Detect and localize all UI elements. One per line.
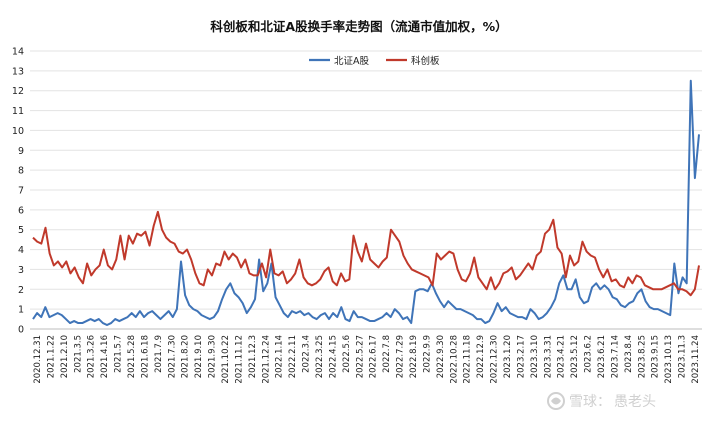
legend-label-beizheng: 北证A股 (334, 56, 369, 67)
x-tick-label: 2023.4.21 (557, 335, 567, 378)
watermark-author: 愚老头 (614, 394, 656, 410)
x-tick-label: 2023.8.4 (624, 335, 634, 373)
x-tick-label: 2021.9.10 (194, 335, 204, 378)
x-tick-label: 2022.2.11 (288, 335, 298, 378)
chart-title: 科创板和北证A股换手率走势图（流通市值加权，%） (210, 19, 507, 34)
y-tick-label: 4 (18, 245, 24, 256)
y-tick-label: 8 (18, 166, 24, 177)
x-tick-label: 2023.7.14 (610, 335, 620, 378)
legend: 北证A股 科创板 (309, 55, 440, 67)
x-tick-label: 2021.9.30 (208, 335, 218, 378)
x-tick-label: 2023.6.2 (584, 335, 594, 373)
series-lines (32, 79, 700, 327)
y-tick-label: 11 (12, 106, 24, 117)
x-tick-label: 2021.5.28 (127, 335, 137, 378)
watermark: 雪球 ： 愚老头 (547, 392, 656, 410)
x-tick-label: 2022.9.30 (436, 335, 446, 378)
y-tick-label: 10 (12, 126, 24, 137)
y-tick-label: 14 (12, 47, 24, 58)
x-tick-label: 2023.1.20 (503, 335, 513, 378)
x-tick-label: 2021.5.7 (114, 335, 124, 373)
series-line-kechuang (32, 210, 700, 297)
x-tick-label: 2022.7.29 (396, 335, 406, 378)
x-tick-label: 2023.3.31 (543, 335, 553, 378)
x-tick-label: 2022.4.15 (328, 335, 338, 378)
x-tick-label: 2021.3.5 (73, 335, 83, 373)
y-tick-label: 5 (18, 225, 24, 236)
x-tick-label: 2023.6.21 (597, 335, 607, 378)
x-tick-label: 2022.5.6 (342, 335, 352, 373)
x-tick-label: 2021.4.16 (100, 335, 110, 378)
y-tick-label: 6 (18, 205, 24, 216)
x-tick-label: 2021.2.10 (60, 335, 70, 378)
x-tick-label: 2021.12.3 (248, 335, 258, 378)
x-tick-label: 2022.12.30 (490, 335, 500, 384)
x-tick-label: 2023.11.3 (678, 335, 688, 378)
x-tick-label: 2021.10.22 (221, 335, 231, 384)
watermark-brand: 雪球 (569, 394, 597, 410)
legend-label-kechuang: 科创板 (411, 55, 440, 67)
x-tick-label: 2021.6.18 (140, 335, 150, 378)
x-tick-label: 2023.9.15 (651, 335, 661, 378)
x-tick-label: 2023.10.13 (664, 335, 674, 384)
x-tick-label: 2021.11.12 (234, 335, 244, 384)
x-tick-label: 2022.8.19 (409, 335, 419, 378)
x-tick-label: 2020.12.31 (33, 335, 43, 384)
y-tick-label: 12 (12, 86, 24, 97)
y-tick-label: 0 (18, 325, 24, 336)
x-tick-label: 2021.3.26 (87, 335, 97, 378)
x-tick-label: 2023.2.17 (516, 335, 526, 378)
x-tick-label: 2021.1.22 (46, 335, 56, 378)
series-line-beizheng (32, 79, 700, 327)
x-tick-label: 2022.3.4 (302, 335, 312, 373)
x-tick-label: 2022.9.9 (422, 335, 432, 373)
x-tick-label: 2023.5.12 (570, 335, 580, 378)
x-tick-label: 2021.7.30 (167, 335, 177, 378)
x-tick-label: 2022.6.17 (369, 335, 379, 378)
x-tick-label: 2022.12.9 (476, 335, 486, 378)
y-tick-label: 3 (18, 265, 24, 276)
y-tick-label: 9 (18, 146, 24, 157)
x-tick-label: 2022.1.14 (275, 335, 285, 378)
x-tick-label: 2022.3.25 (315, 335, 325, 378)
y-tick-label: 7 (18, 186, 24, 197)
snowball-logo-icon (547, 392, 565, 410)
x-tick-label: 2022.11.18 (463, 335, 473, 384)
x-axis-ticks: 2020.12.31 2021.1.22 2021.2.10 2021.3.5 2021… (33, 335, 701, 384)
watermark-separator: ： (597, 394, 611, 410)
gridlines (30, 50, 702, 330)
x-tick-label: 2021.7.9 (154, 335, 164, 373)
x-tick-label: 2023.11.24 (691, 335, 701, 384)
x-tick-label: 2023.3.10 (530, 335, 540, 378)
y-tick-label: 1 (18, 305, 24, 316)
x-tick-label: 2022.5.27 (355, 335, 365, 378)
x-tick-label: 2022.7.8 (382, 335, 392, 373)
x-tick-label: 2021.12.24 (261, 335, 271, 384)
x-tick-label: 2022.10.28 (449, 335, 459, 384)
x-tick-label: 2021.8.20 (181, 335, 191, 378)
y-tick-label: 13 (12, 66, 24, 77)
x-tick-label: 2023.8.25 (637, 335, 647, 378)
y-tick-label: 2 (18, 285, 24, 296)
